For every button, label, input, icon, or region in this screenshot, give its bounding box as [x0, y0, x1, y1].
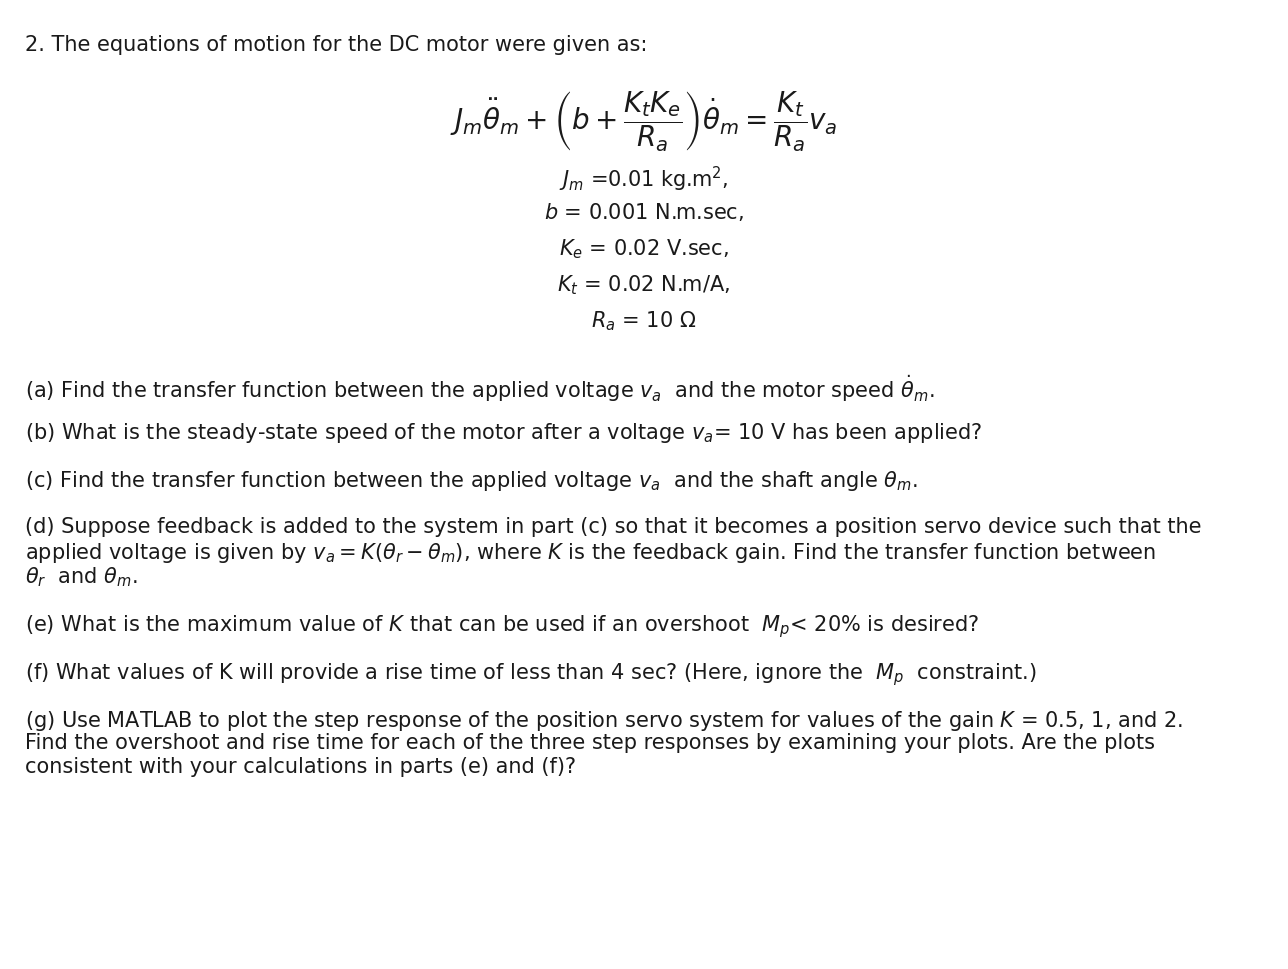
Text: (b) What is the steady-state speed of the motor after a voltage $v_a$= 10 V has : (b) What is the steady-state speed of th… [24, 421, 983, 445]
Text: (c) Find the transfer function between the applied voltage $v_a$  and the shaft : (c) Find the transfer function between t… [24, 469, 918, 492]
Text: consistent with your calculations in parts (e) and (f)?: consistent with your calculations in par… [24, 756, 576, 776]
Text: $J_m\ddot{\theta}_m + \left(b + \dfrac{K_t K_e}{R_a}\right)\dot{\theta}_m = \dfr: $J_m\ddot{\theta}_m + \left(b + \dfrac{K… [451, 90, 837, 154]
Text: (g) Use MATLAB to plot the step response of the position servo system for values: (g) Use MATLAB to plot the step response… [24, 708, 1182, 733]
Text: $\theta_r$  and $\theta_m$.: $\theta_r$ and $\theta_m$. [24, 564, 138, 588]
Text: 2. The equations of motion for the DC motor were given as:: 2. The equations of motion for the DC mo… [24, 35, 648, 55]
Text: Find the overshoot and rise time for each of the three step responses by examini: Find the overshoot and rise time for eac… [24, 733, 1155, 752]
Text: (e) What is the maximum value of $K$ that can be used if an overshoot  $M_p$< 20: (e) What is the maximum value of $K$ tha… [24, 612, 979, 640]
Text: $J_m$ =0.01 kg.m$^2$,: $J_m$ =0.01 kg.m$^2$, [559, 165, 729, 194]
Text: (d) Suppose feedback is added to the system in part (c) so that it becomes a pos: (d) Suppose feedback is added to the sys… [24, 516, 1202, 537]
Text: $K_t$ = 0.02 N.m/A,: $K_t$ = 0.02 N.m/A, [558, 272, 730, 297]
Text: (f) What values of K will provide a rise time of less than 4 sec? (Here, ignore : (f) What values of K will provide a rise… [24, 660, 1037, 687]
Text: (a) Find the transfer function between the applied voltage $v_a$  and the motor : (a) Find the transfer function between t… [24, 373, 935, 403]
Text: $b$ = 0.001 N.m.sec,: $b$ = 0.001 N.m.sec, [544, 201, 744, 223]
Text: applied voltage is given by $v_a = K(\theta_r - \theta_m)$, where $K$ is the fee: applied voltage is given by $v_a = K(\th… [24, 541, 1157, 564]
Text: $K_e$ = 0.02 V.sec,: $K_e$ = 0.02 V.sec, [559, 236, 729, 261]
Text: $R_a$ = 10 $\Omega$: $R_a$ = 10 $\Omega$ [591, 309, 697, 332]
